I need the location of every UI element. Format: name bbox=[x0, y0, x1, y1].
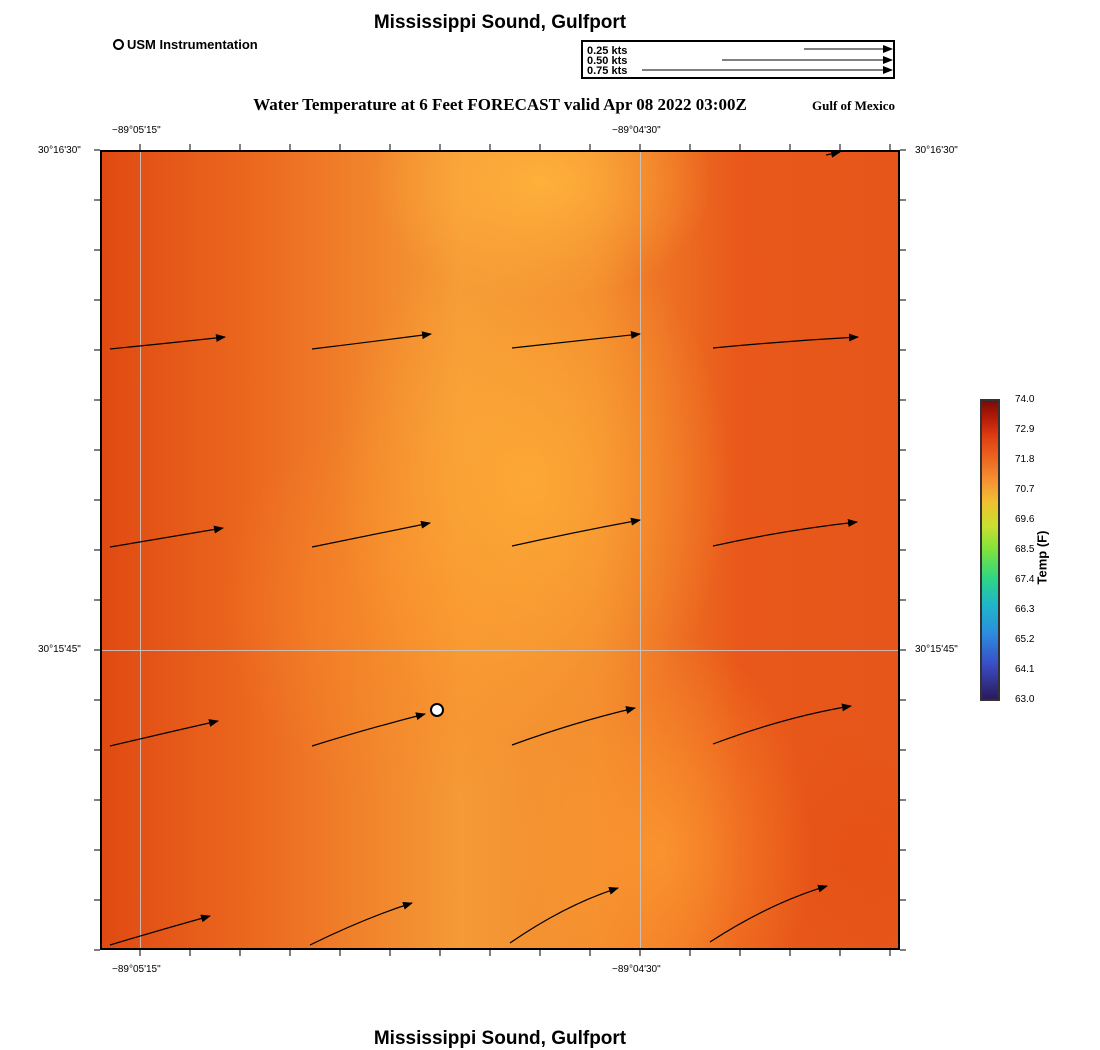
colorbar-tick-label: 68.5 bbox=[1015, 544, 1035, 555]
map-title: Mississippi Sound, Gulfport bbox=[373, 12, 627, 33]
lat-label-left-1: 30°16'30" bbox=[38, 145, 81, 156]
lon-label-bottom-1: −89°05'15" bbox=[112, 964, 161, 975]
station-legend-label: USM Instrumentation bbox=[127, 37, 258, 52]
current-arrow bbox=[109, 719, 219, 747]
gridline-lon-1 bbox=[140, 152, 141, 948]
current-arrow bbox=[709, 884, 828, 943]
gridline-lon-2 bbox=[640, 152, 641, 948]
colorbar-tick-label: 70.7 bbox=[1015, 484, 1035, 495]
current-arrow bbox=[109, 333, 226, 350]
colorbar-tick-label: 74.0 bbox=[1015, 394, 1035, 405]
current-arrow bbox=[825, 149, 841, 158]
current-arrow bbox=[511, 517, 641, 547]
lon-label-bottom-2: −89°04'30" bbox=[612, 964, 661, 975]
current-arrow bbox=[109, 914, 211, 946]
colorbar-tick-label: 66.3 bbox=[1015, 604, 1035, 615]
temperature-map bbox=[100, 150, 900, 950]
current-arrow bbox=[311, 520, 431, 548]
current-arrow bbox=[309, 901, 413, 946]
current-arrow bbox=[511, 706, 636, 746]
current-arrow bbox=[712, 703, 852, 745]
gridline-lat-2 bbox=[102, 650, 898, 651]
current-arrow bbox=[311, 331, 432, 350]
key-label-0.75: 0.75 kts bbox=[587, 65, 628, 77]
current-arrows bbox=[109, 149, 859, 946]
current-arrow bbox=[511, 330, 641, 349]
key-arrows bbox=[642, 45, 893, 74]
current-arrow bbox=[509, 886, 619, 944]
lat-label-left-2: 30°15'45" bbox=[38, 644, 81, 655]
colorbar-tick-label: 71.8 bbox=[1015, 454, 1035, 465]
frame-ticks bbox=[94, 144, 906, 956]
current-arrow bbox=[109, 525, 224, 548]
station-marker-icon bbox=[113, 39, 124, 50]
map-footer-title: Mississippi Sound, Gulfport bbox=[373, 1028, 627, 1049]
station-legend: USM Instrumentation bbox=[113, 37, 258, 52]
current-arrow bbox=[311, 712, 426, 747]
key-label-0.25: 0.25 kts bbox=[587, 45, 628, 57]
colorbar-tick-label: 69.6 bbox=[1015, 514, 1035, 525]
usm-station-marker bbox=[430, 703, 444, 717]
forecast-subtitle: Water Temperature at 6 Feet FORECAST val… bbox=[253, 95, 747, 114]
current-arrow bbox=[712, 333, 859, 349]
lat-label-right-2: 30°15'45" bbox=[915, 644, 958, 655]
colorbar-tick-label: 65.2 bbox=[1015, 634, 1035, 645]
colorbar-tick-label: 64.1 bbox=[1015, 664, 1035, 675]
lat-label-right-1: 30°16'30" bbox=[915, 145, 958, 156]
colorbar-tick-label: 72.9 bbox=[1015, 424, 1035, 435]
current-arrow bbox=[712, 519, 858, 547]
colorbar-tick-label: 63.0 bbox=[1015, 694, 1035, 705]
lon-label-top-1: −89°05'15" bbox=[112, 125, 161, 136]
colorbar-tick-label: 67.4 bbox=[1015, 574, 1035, 585]
lon-label-top-2: −89°04'30" bbox=[612, 125, 661, 136]
key-label-0.50: 0.50 kts bbox=[587, 55, 628, 67]
temperature-colorbar bbox=[980, 399, 1000, 701]
region-label: Gulf of Mexico bbox=[812, 98, 896, 113]
